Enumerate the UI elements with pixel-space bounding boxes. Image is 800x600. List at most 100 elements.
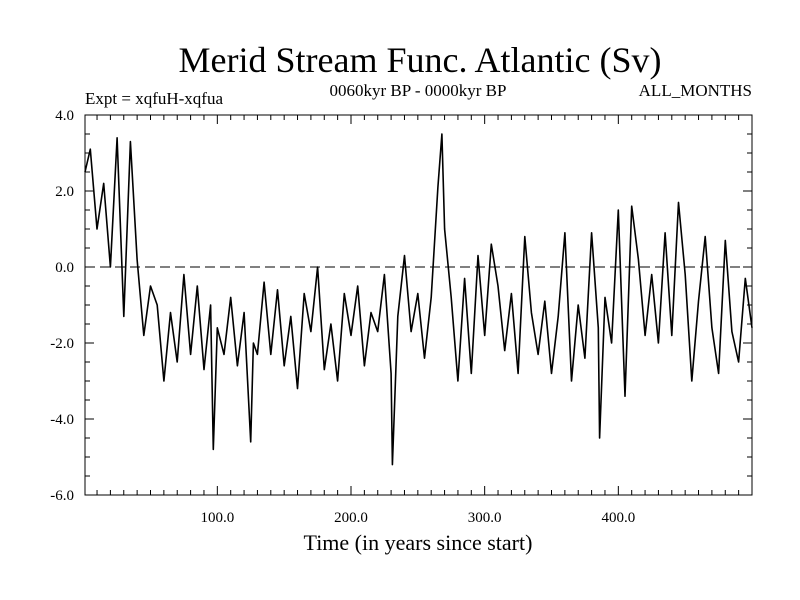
series-point xyxy=(143,334,145,336)
series-point xyxy=(704,236,706,238)
series-point xyxy=(350,334,352,336)
series-point xyxy=(136,258,138,260)
series-point xyxy=(417,293,419,295)
series-point xyxy=(103,182,105,184)
series-point xyxy=(149,285,151,287)
x-axis-label: Time (in years since start) xyxy=(304,530,533,555)
series-point xyxy=(363,365,365,367)
series-point xyxy=(591,232,593,234)
series-point xyxy=(343,293,345,295)
y-tick-label: -2.0 xyxy=(50,336,74,352)
series-point xyxy=(109,266,111,268)
series-point xyxy=(744,277,746,279)
series-point xyxy=(190,353,192,355)
series-point xyxy=(524,236,526,238)
y-tick-label: 4.0 xyxy=(55,108,74,124)
months-label: ALL_MONTHS xyxy=(639,81,752,100)
series-point xyxy=(711,327,713,329)
series-point xyxy=(577,304,579,306)
series-point xyxy=(176,361,178,363)
series-point xyxy=(96,228,98,230)
y-tick-label: 2.0 xyxy=(55,184,74,200)
series-point xyxy=(611,342,613,344)
series-point xyxy=(510,293,512,295)
series-point xyxy=(212,448,214,450)
series-point xyxy=(163,380,165,382)
series-point xyxy=(283,365,285,367)
series-point xyxy=(116,137,118,139)
series-point xyxy=(330,323,332,325)
series-point xyxy=(464,277,466,279)
series-point xyxy=(490,243,492,245)
chart-title: Merid Stream Func. Atlantic (Sv) xyxy=(179,40,662,80)
series-point xyxy=(718,372,720,374)
series-point xyxy=(671,334,673,336)
time-range-label: 0060kyr BP - 0000kyr BP xyxy=(330,81,507,100)
x-tick-label: 100.0 xyxy=(200,510,234,526)
series-point xyxy=(497,285,499,287)
series-point xyxy=(677,201,679,203)
y-tick-label: -4.0 xyxy=(50,412,74,428)
series-point xyxy=(310,331,312,333)
series-point xyxy=(230,296,232,298)
series-point xyxy=(751,327,753,329)
x-tick-label: 400.0 xyxy=(601,510,635,526)
series-point xyxy=(597,327,599,329)
series-point xyxy=(530,312,532,314)
series-point xyxy=(599,437,601,439)
x-tick-label: 300.0 xyxy=(468,510,502,526)
series-line xyxy=(84,133,753,466)
series-point xyxy=(236,365,238,367)
series-point xyxy=(123,315,125,317)
series-point xyxy=(691,380,693,382)
series-point xyxy=(631,205,633,207)
series-point xyxy=(129,141,131,143)
series-point xyxy=(196,285,198,287)
series-point xyxy=(250,441,252,443)
series-point xyxy=(403,255,405,257)
series-point xyxy=(263,281,265,283)
series-point xyxy=(89,148,91,150)
series-point xyxy=(303,293,305,295)
series-point xyxy=(216,327,218,329)
series-point xyxy=(370,312,372,314)
series-point xyxy=(550,372,552,374)
experiment-label: Expt = xqfuH-xqfua xyxy=(85,89,223,108)
series-point xyxy=(297,388,299,390)
y-tick-label: -6.0 xyxy=(50,488,74,504)
series-point xyxy=(256,353,258,355)
series-point xyxy=(731,331,733,333)
series-point xyxy=(664,232,666,234)
axis-tick-labels: 100.0 200.0 300.0 400.0 4.0 2.0 0.0 -2.0 -4.0 -6.… xyxy=(50,108,635,526)
series-point xyxy=(252,342,254,344)
series-point xyxy=(357,285,359,287)
series-point xyxy=(724,239,726,241)
series-point xyxy=(557,315,559,317)
series-point xyxy=(617,209,619,211)
series-point xyxy=(84,171,86,173)
series-point xyxy=(317,266,319,268)
series-point xyxy=(391,464,393,466)
series-point xyxy=(544,300,546,302)
x-tick-label: 200.0 xyxy=(334,510,368,526)
series-point xyxy=(477,255,479,257)
series-point xyxy=(698,300,700,302)
series-point xyxy=(657,342,659,344)
series-point xyxy=(444,228,446,230)
series-point xyxy=(651,274,653,276)
series-point xyxy=(276,289,278,291)
series-point xyxy=(644,334,646,336)
series-point xyxy=(584,357,586,359)
series-point xyxy=(323,369,325,371)
series-point xyxy=(424,357,426,359)
series-point xyxy=(504,350,506,352)
plot-area: 100.0 200.0 300.0 400.0 4.0 2.0 0.0 -2.0 -4.0 -6.… xyxy=(50,108,753,526)
series-point xyxy=(203,369,205,371)
series-point xyxy=(270,353,272,355)
series-point xyxy=(624,395,626,397)
series-point xyxy=(183,274,185,276)
series-point xyxy=(383,274,385,276)
series-point xyxy=(430,296,432,298)
series-point xyxy=(441,133,443,135)
